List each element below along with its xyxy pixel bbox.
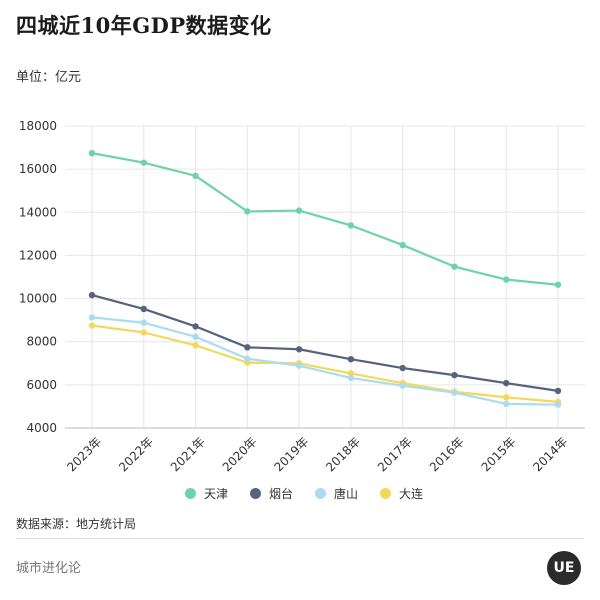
data-point (347, 370, 355, 377)
data-point (192, 333, 199, 340)
data-source: 数据来源：地方统计局 (16, 517, 137, 531)
brand-logo-icon: UE (547, 551, 581, 585)
legend-dot-icon (185, 488, 196, 499)
data-point (503, 394, 510, 401)
data-point (244, 344, 251, 351)
legend-item: 天津 (185, 485, 228, 502)
data-point (347, 355, 355, 363)
y-tick-label: 10000 (19, 292, 57, 306)
legend-dot-icon (315, 488, 327, 499)
series-line (91, 294, 559, 392)
data-point (554, 281, 562, 288)
x-tick-label: 2015年 (479, 434, 519, 474)
data-point (88, 291, 96, 299)
data-point (451, 263, 458, 270)
data-point (192, 172, 199, 180)
data-point (399, 382, 406, 389)
series-line (91, 324, 559, 403)
legend-label: 大连 (399, 487, 424, 501)
legend-item: 唐山 (315, 485, 358, 502)
data-point (503, 276, 510, 283)
x-tick-label: 2019年 (271, 434, 311, 474)
chart-legend: 天津 烟台 唐山 大连 (185, 485, 423, 502)
legend-dot-icon (380, 488, 392, 499)
legend-item: 大连 (380, 485, 423, 502)
y-tick-label: 8000 (26, 335, 57, 349)
data-point (347, 222, 355, 229)
y-tick-label: 16000 (19, 162, 57, 176)
data-point (192, 342, 199, 349)
y-tick-label: 14000 (19, 205, 57, 219)
data-point (399, 241, 406, 249)
data-point (503, 379, 510, 387)
data-point (295, 207, 303, 214)
legend-item: 烟台 (250, 485, 293, 502)
series-line (91, 316, 559, 406)
data-point (451, 371, 458, 379)
data-point (347, 374, 355, 382)
data-point (140, 319, 147, 326)
data-point (140, 305, 147, 313)
x-tick-label: 2021年 (168, 434, 208, 474)
series-line (91, 152, 559, 286)
y-tick-label: 4000 (26, 421, 57, 435)
data-point (88, 322, 96, 329)
x-tick-label: 2018年 (323, 434, 363, 474)
data-point (88, 149, 96, 157)
x-tick-label: 2016年 (427, 434, 467, 474)
data-point (451, 389, 458, 396)
footer-divider (16, 538, 584, 539)
data-point (244, 208, 251, 215)
legend-label: 唐山 (334, 487, 359, 501)
data-point (554, 387, 562, 395)
chart-title: 四城近10年GDP数据变化 (16, 13, 272, 38)
data-point (192, 323, 199, 330)
data-point (295, 346, 303, 353)
data-point (399, 364, 406, 372)
y-tick-label: 6000 (26, 378, 57, 392)
legend-label: 烟台 (269, 487, 294, 501)
data-point (244, 355, 251, 362)
x-tick-label: 2022年 (116, 434, 156, 474)
unit-label: 单位：亿元 (16, 70, 82, 85)
brand-name: 城市进化论 (16, 561, 82, 576)
y-tick-label: 18000 (19, 119, 57, 133)
data-point (503, 400, 510, 408)
x-tick-label: 2014年 (530, 434, 570, 474)
data-point (140, 329, 147, 336)
y-tick-label: 12000 (19, 248, 57, 262)
legend-label: 天津 (204, 487, 229, 501)
data-point (140, 159, 147, 166)
data-point (554, 401, 562, 408)
legend-dot-icon (250, 488, 262, 499)
data-point (295, 362, 303, 369)
x-tick-label: 2020年 (220, 434, 260, 474)
x-tick-label: 2017年 (375, 434, 415, 474)
x-tick-label: 2023年 (64, 434, 104, 474)
data-point (88, 314, 96, 321)
